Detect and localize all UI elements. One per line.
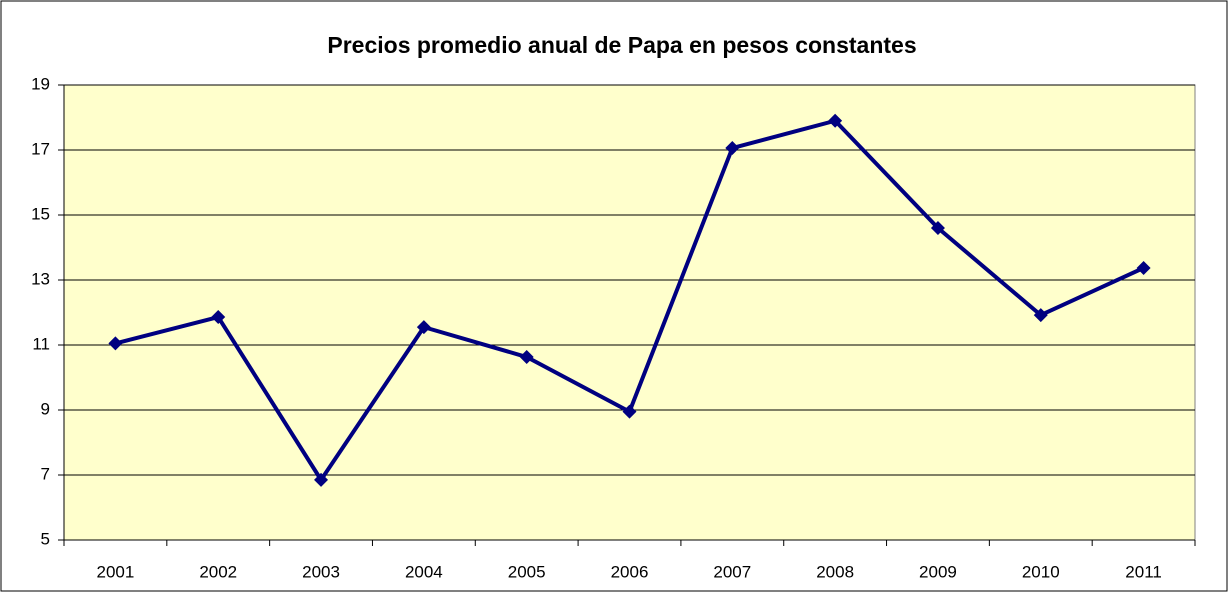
marker xyxy=(622,404,637,419)
marker xyxy=(930,221,945,235)
marker xyxy=(211,310,226,325)
y-tick-label: 5 xyxy=(41,529,50,548)
x-tick-label: 2003 xyxy=(302,562,340,581)
marker xyxy=(416,320,431,335)
chart-title: Precios promedio anual de Papa en pesos … xyxy=(327,32,916,58)
x-tick-label: 2011 xyxy=(1125,562,1162,581)
y-tick-label: 17 xyxy=(31,139,50,158)
y-tick-label: 13 xyxy=(31,269,50,288)
plot-area xyxy=(63,84,1196,541)
marker xyxy=(1136,260,1151,275)
x-tick-label: 2010 xyxy=(1022,562,1060,581)
x-tick-label: 2001 xyxy=(96,562,134,581)
marker xyxy=(725,141,740,156)
y-tick-label: 15 xyxy=(31,204,50,223)
x-tick-label: 2008 xyxy=(816,562,854,581)
y-tick-label: 19 xyxy=(31,74,50,93)
marker xyxy=(828,113,843,128)
x-tick-label: 2007 xyxy=(713,562,751,581)
marker xyxy=(519,350,534,365)
x-tick-label: 2006 xyxy=(611,562,649,581)
x-tick-label: 2004 xyxy=(405,562,443,581)
marker xyxy=(1033,308,1048,323)
marker xyxy=(314,472,329,487)
x-tick-label: 2002 xyxy=(199,562,237,581)
x-tick-label: 2005 xyxy=(508,562,546,581)
y-tick-label: 7 xyxy=(41,464,50,483)
marker xyxy=(108,336,123,351)
x-tick-label: 2009 xyxy=(919,562,957,581)
y-tick-label: 11 xyxy=(32,334,50,353)
y-tick-label: 9 xyxy=(41,399,50,418)
